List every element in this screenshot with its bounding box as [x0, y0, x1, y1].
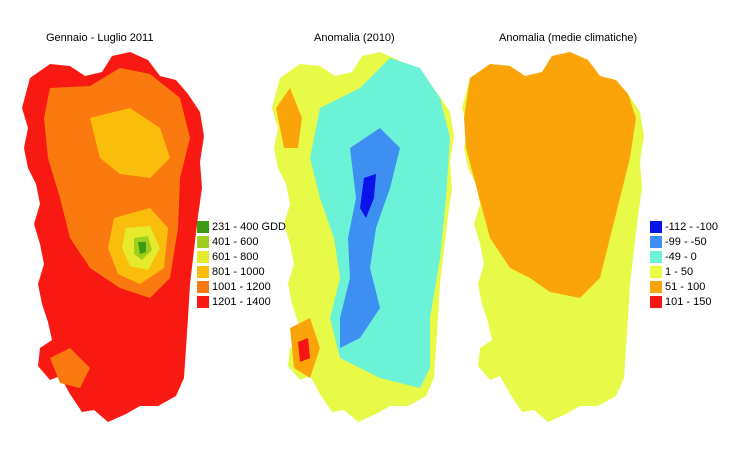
legend-anomaly: -112 - -100 -99 - -50 -49 - 0 1 - 50 51 - 10…	[650, 219, 718, 309]
map-anomaly-2010	[272, 52, 454, 422]
anomclim-north-warm	[464, 52, 636, 298]
anom2010-cold-region	[340, 128, 400, 348]
legend-anomaly-item: -99 - -50	[650, 234, 718, 249]
map-title-anomaly-climatic: Anomalia (medie climatiche)	[499, 32, 638, 44]
gdd-north-warm	[90, 108, 170, 178]
legend-anomaly-swatch	[650, 235, 662, 248]
legend-gdd-label: 801 - 1000	[212, 265, 265, 278]
legend-anomaly-item: -49 - 0	[650, 249, 718, 264]
map-title-gdd: Gennaio - Luglio 2011	[46, 32, 154, 44]
map-title-anomaly-2010: Anomalia (2010)	[314, 32, 395, 44]
legend-gdd-swatch	[197, 265, 209, 278]
legend-anomaly-label: 51 - 100	[665, 280, 706, 293]
legend-anomaly-label: -49 - 0	[665, 250, 697, 263]
legend-gdd-swatch	[197, 250, 209, 263]
legend-anomaly-swatch	[650, 265, 662, 278]
legend-gdd-label: 401 - 600	[212, 235, 259, 248]
legend-anomaly-item: 1 - 50	[650, 264, 718, 279]
legend-gdd-item: 801 - 1000	[197, 264, 286, 279]
legend-anomaly-label: -112 - -100	[665, 220, 718, 233]
legend-anomaly-item: 101 - 150	[650, 294, 718, 309]
map-gdd	[22, 52, 204, 422]
legend-anomaly-label: 1 - 50	[665, 265, 694, 278]
legend-anomaly-swatch	[650, 295, 662, 308]
legend-gdd-label: 1001 - 1200	[212, 280, 271, 293]
legend-anomaly-label: -99 - -50	[665, 235, 707, 248]
anom2010-southwest-hot	[298, 338, 310, 362]
legend-gdd-label: 601 - 800	[212, 250, 259, 263]
legend-gdd-item: 601 - 800	[197, 249, 286, 264]
legend-gdd-item: 1201 - 1400	[197, 294, 286, 309]
legend-gdd-item: 401 - 600	[197, 234, 286, 249]
legend-anomaly-swatch	[650, 250, 662, 263]
legend-anomaly-item: -112 - -100	[650, 219, 718, 234]
legend-gdd-swatch	[197, 235, 209, 248]
legend-gdd-swatch	[197, 295, 209, 308]
legend-anomaly-swatch	[650, 220, 662, 233]
legend-gdd-item: 1001 - 1200	[197, 279, 286, 294]
legend-gdd-item: 231 - 400 GDD	[197, 219, 286, 234]
legend-anomaly-label: 101 - 150	[665, 295, 712, 308]
legend-anomaly-item: 51 - 100	[650, 279, 718, 294]
legend-anomaly-swatch	[650, 280, 662, 293]
legend-gdd-swatch	[197, 220, 209, 233]
legend-gdd: 231 - 400 GDD 401 - 600 601 - 800 801 - 100…	[197, 219, 286, 309]
gdd-southwest-warm	[50, 348, 90, 388]
anom2010-coldest-region	[360, 174, 376, 218]
legend-gdd-label: 1201 - 1400	[212, 295, 271, 308]
legend-gdd-label: 231 - 400 GDD	[212, 220, 286, 233]
legend-gdd-swatch	[197, 280, 209, 293]
gdd-highland-peak	[138, 242, 146, 254]
anom2010-west-warm	[276, 88, 302, 148]
map-anomaly-climatic	[462, 52, 644, 422]
